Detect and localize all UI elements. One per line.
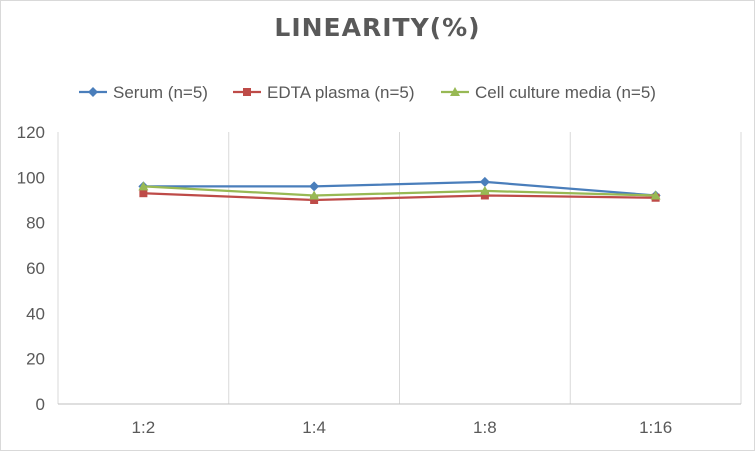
y-tick-label: 20: [26, 350, 45, 369]
series-line-1: [143, 180, 656, 197]
y-tick-label: 100: [17, 168, 45, 187]
x-tick-label: 1:2: [132, 418, 156, 437]
legend-label-1: Serum (n=5): [113, 83, 208, 102]
y-tick-label: 0: [36, 395, 45, 414]
y-tick-label: 120: [17, 123, 45, 142]
series-line-3: [143, 185, 656, 197]
data-point-series-2: [139, 189, 148, 198]
x-tick-label: 1:4: [302, 418, 326, 437]
y-tick-label: 80: [26, 214, 45, 233]
y-tick-label: 60: [26, 259, 45, 278]
x-tick-label: 1:16: [639, 418, 672, 437]
data-point-series-3: [650, 190, 661, 200]
chart-title: LINEARITY(%): [274, 13, 481, 42]
data-point-series-3: [479, 185, 490, 195]
legend-label-3: Cell culture media (n=5): [475, 83, 656, 102]
legend-marker-1: [88, 87, 98, 97]
y-tick-label: 40: [26, 304, 45, 323]
data-point-series-2: [480, 191, 489, 200]
data-point-series-3: [138, 181, 149, 191]
series-line-2: [143, 192, 656, 202]
data-point-series-1: [309, 181, 320, 192]
legend-marker-3: [450, 87, 460, 96]
legend-label-2: EDTA plasma (n=5): [267, 83, 415, 102]
x-tick-label: 1:8: [473, 418, 497, 437]
legend-marker-2: [243, 88, 251, 96]
data-point-series-3: [309, 190, 320, 200]
data-point-series-2: [310, 196, 319, 204]
data-point-series-1: [479, 176, 490, 187]
